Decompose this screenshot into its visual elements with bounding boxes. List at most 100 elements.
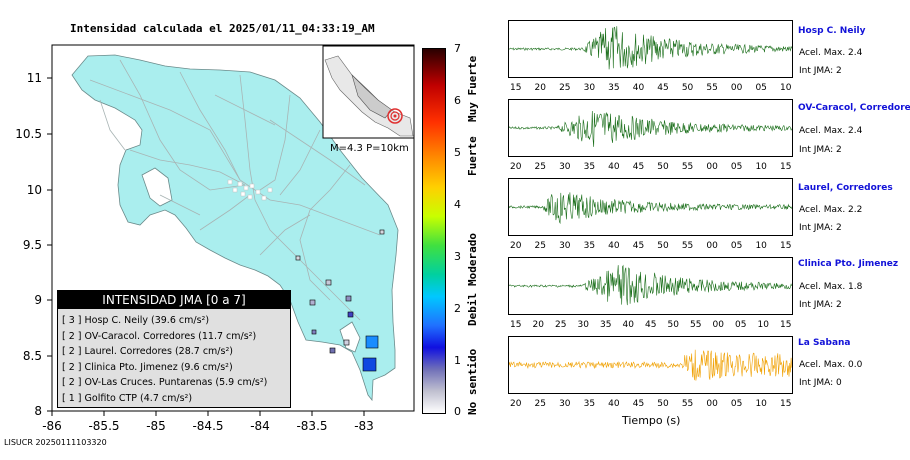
- time-tick-label: 55: [681, 241, 694, 251]
- map-ytick: 10.5: [15, 127, 42, 141]
- seismogram-trace: [508, 26, 793, 70]
- time-tick-label: 10: [755, 162, 767, 172]
- map-ytick: 8: [34, 404, 42, 418]
- time-tick-label: 15: [510, 320, 522, 330]
- inset-label: M=4.3 P=10km: [330, 143, 409, 154]
- intensity-legend: INTENSIDAD JMA [0 a 7] [ 3 ] Hosp C. Nei…: [57, 290, 291, 408]
- time-tick-label: 50: [657, 241, 669, 251]
- footer-id: LISUCR 20250111103320: [4, 438, 107, 447]
- time-tick-label: 40: [608, 399, 620, 409]
- time-tick-label: 25: [534, 241, 546, 251]
- time-axis-label: Tiempo (s): [622, 414, 681, 427]
- time-tick-label: 30: [559, 241, 571, 251]
- legend-row: [ 3 ] Hosp C. Neily (39.6 cm/s²): [62, 315, 210, 326]
- station-name: Clinica Pto. Jimenez: [798, 259, 899, 269]
- time-tick-label: 20: [510, 162, 522, 172]
- colorbar-label-muy-fuerte: Muy Fuerte: [466, 55, 479, 122]
- map-ytick: 10: [27, 183, 42, 197]
- time-tick-label: 35: [583, 241, 596, 251]
- time-tick-label: 35: [583, 162, 596, 172]
- road-network: [89, 59, 381, 321]
- time-tick-label: 45: [632, 162, 645, 172]
- time-tick-label: 10: [755, 399, 767, 409]
- time-tick-label: 10: [757, 320, 769, 330]
- time-tick-label: 30: [559, 162, 571, 172]
- map-xtick: -83.5: [296, 419, 327, 433]
- colorbar-label-moderado: Moderado: [466, 233, 479, 286]
- map-xtick: -86: [42, 419, 62, 433]
- colorbar-tick: 3: [454, 250, 461, 263]
- time-tick-label: 45: [657, 83, 669, 93]
- legend-row: [ 2 ] OV-Caracol. Corredores (11.7 cm/s²…: [62, 330, 257, 342]
- marker-laurel: [365, 335, 379, 349]
- station-accel: Acel. Max. 2.4: [799, 48, 863, 58]
- colorbar-label-fuerte: Fuerte: [466, 136, 479, 176]
- time-tick-label: 00: [712, 320, 724, 330]
- time-tick-label: 35: [583, 399, 596, 409]
- time-tick-label: 00: [706, 162, 718, 172]
- time-tick-label: 55: [681, 399, 694, 409]
- time-tick-label: 50: [657, 399, 669, 409]
- station-jma: Int JMA: 2: [799, 223, 842, 233]
- waveform-line: [508, 192, 793, 225]
- time-tick-label: 20: [532, 320, 544, 330]
- map-xtick: -84: [250, 419, 270, 433]
- time-tick-label: 10: [755, 241, 767, 251]
- marker-pto-jimenez: [329, 347, 336, 354]
- station-name: OV-Caracol, Corredores: [798, 103, 910, 113]
- time-tick-label: 50: [681, 83, 694, 93]
- map-ytick: 8.5: [23, 349, 42, 363]
- time-tick-label: 15: [780, 399, 792, 409]
- map-ytick: 9: [34, 293, 42, 307]
- map-ytick: 11: [27, 71, 42, 85]
- station-name: Hosp C. Neily: [798, 26, 866, 36]
- time-tick-label: 55: [706, 83, 718, 93]
- gulf-of-nicoya: [141, 167, 173, 207]
- colorbar-label-debil: Debil: [466, 292, 479, 326]
- time-tick-label: 45: [632, 241, 645, 251]
- time-tick-label: 05: [735, 320, 747, 330]
- station-jma: Int JMA: 0: [799, 378, 842, 388]
- time-tick-label: 40: [608, 162, 620, 172]
- map-ytick: 9.5: [23, 238, 42, 252]
- inset-map: [322, 45, 415, 139]
- colorbar-tick: 1: [454, 354, 461, 367]
- station-markers: [295, 229, 385, 372]
- seismogram-panel: [508, 336, 793, 394]
- seismogram-panel: [508, 178, 793, 236]
- colorbar-tick: 5: [454, 146, 461, 159]
- seismogram-panel: [508, 257, 793, 315]
- waveform-line: [508, 110, 793, 147]
- station-accel: Acel. Max. 1.8: [799, 282, 863, 292]
- time-tick-label: 15: [780, 241, 792, 251]
- map-xtick: -85.5: [88, 419, 119, 433]
- time-tick-label: 25: [534, 399, 546, 409]
- marker-las-cruces: [309, 299, 316, 306]
- legend-row: [ 2 ] OV-Las Cruces. Puntarenas (5.9 cm/…: [62, 377, 268, 388]
- map-title: Intensidad calculada el 2025/01/11_04:33…: [70, 22, 375, 35]
- time-tick-label: 40: [632, 83, 645, 93]
- legend-row: [ 2 ] Clinica Pto. Jimenez (9.6 cm/s²): [62, 361, 233, 373]
- time-tick-label: 20: [534, 83, 546, 93]
- colorbar-label-no-sentido: No sentido: [466, 348, 479, 415]
- colorbar-tick: 7: [454, 42, 461, 55]
- seismogram-panel: [508, 99, 793, 157]
- legend-title: INTENSIDAD JMA [0 a 7]: [58, 291, 290, 309]
- time-tick-label: 50: [667, 320, 679, 330]
- colorbar-tick: 0: [454, 405, 461, 418]
- map-xtick: -83: [354, 419, 374, 433]
- time-tick-label: 55: [690, 320, 702, 330]
- time-tick-label: 00: [706, 241, 718, 251]
- station-jma: Int JMA: 2: [799, 300, 842, 310]
- time-tick-label: 20: [510, 399, 522, 409]
- time-tick-label: 15: [780, 162, 792, 172]
- map-xtick: -84.5: [192, 419, 223, 433]
- land-costa-rica: [71, 54, 399, 402]
- time-tick-label: 15: [510, 83, 522, 93]
- time-tick-label: 50: [657, 162, 669, 172]
- time-tick-label: 40: [622, 320, 634, 330]
- colorbar-tick: 6: [454, 94, 461, 107]
- seismogram-trace: [508, 349, 793, 381]
- colorbar-tick: 4: [454, 198, 461, 211]
- marker-neily: [362, 357, 377, 372]
